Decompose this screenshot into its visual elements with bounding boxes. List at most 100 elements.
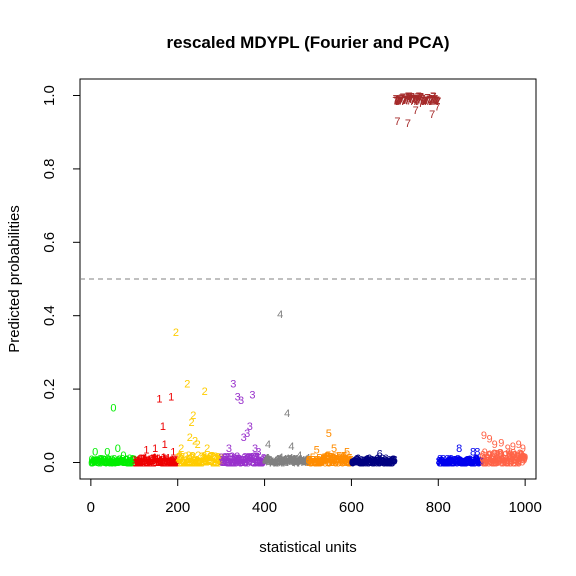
point-label: 3 [223, 454, 229, 466]
point-label: 6 [373, 456, 379, 468]
point-label: 9 [484, 452, 490, 464]
point-label: 2 [218, 452, 224, 464]
point-label: 5 [345, 457, 351, 469]
point-label: 1 [151, 453, 157, 465]
point-label: 6 [364, 455, 370, 467]
point-label: 6 [390, 454, 396, 466]
point-label: 9 [498, 449, 504, 461]
point-label: 8 [449, 457, 455, 469]
point-label: 2 [202, 455, 208, 467]
point-label: 7 [427, 94, 433, 106]
point-label: 8 [444, 453, 450, 465]
point-label: 0 [116, 457, 122, 469]
point-label: 6 [375, 456, 381, 468]
point-label: 5 [311, 456, 317, 468]
point-label: 6 [360, 457, 366, 469]
point-label: 2 [189, 453, 195, 465]
point-label: 9 [490, 453, 496, 465]
point-label: 5 [331, 454, 337, 466]
point-label: 4 [291, 455, 297, 467]
point-label: 1 [163, 457, 169, 469]
point-label: 9 [505, 457, 511, 469]
point-label: 5 [326, 457, 332, 469]
point-label: 6 [349, 457, 355, 469]
point-label: 4 [278, 455, 284, 467]
point-label: 1 [168, 391, 174, 403]
point-label: 6 [360, 457, 366, 469]
x-tick-label: 400 [252, 499, 277, 516]
point-label: 9 [502, 456, 508, 468]
point-label: 1 [148, 457, 154, 469]
point-label: 2 [181, 457, 187, 469]
point-label: 0 [118, 456, 124, 468]
point-label: 5 [316, 452, 322, 464]
point-label: 2 [184, 454, 190, 466]
point-label: 5 [313, 457, 319, 469]
point-label: 8 [437, 457, 443, 469]
point-label: 2 [215, 457, 221, 469]
point-label: 9 [513, 453, 519, 465]
point-label: 2 [196, 456, 202, 468]
point-label: 8 [440, 454, 446, 466]
point-label: 3 [251, 457, 257, 469]
point-label: 8 [455, 453, 461, 465]
point-label: 5 [332, 457, 338, 469]
point-label: 1 [153, 457, 159, 469]
point-label: 2 [175, 453, 181, 465]
point-label: 7 [423, 95, 429, 107]
point-label: 8 [460, 457, 466, 469]
point-label: 2 [192, 455, 198, 467]
point-label: 4 [275, 457, 281, 469]
point-label: 3 [224, 452, 230, 464]
point-label: 3 [259, 457, 265, 469]
point-label: 6 [383, 456, 389, 468]
point-label: 7 [394, 96, 400, 108]
point-label: 0 [106, 457, 112, 469]
point-label: 6 [351, 456, 357, 468]
point-label: 3 [261, 454, 267, 466]
point-label: 3 [245, 451, 251, 463]
point-label: 0 [101, 457, 107, 469]
point-label: 0 [103, 457, 109, 469]
point-label: 0 [115, 456, 121, 468]
point-label: 5 [340, 452, 346, 464]
point-label: 7 [409, 96, 415, 108]
point-label: 4 [296, 450, 302, 462]
point-label: 6 [388, 457, 394, 469]
point-label: 6 [356, 457, 362, 469]
point-label: 7 [406, 91, 412, 103]
point-label: 4 [285, 455, 291, 467]
point-label: 3 [256, 456, 262, 468]
point-label: 7 [431, 96, 437, 108]
point-label: 7 [431, 94, 437, 106]
point-label: 6 [369, 457, 375, 469]
point-label: 2 [195, 456, 201, 468]
point-label: 3 [258, 456, 264, 468]
point-label: 7 [400, 96, 406, 108]
point-label: 2 [188, 457, 194, 469]
point-label: 8 [438, 455, 444, 467]
point-label: 0 [97, 454, 103, 466]
point-label: 7 [393, 95, 399, 107]
point-label: 4 [300, 454, 306, 466]
point-label: 2 [212, 453, 218, 465]
point-label: 2 [198, 456, 204, 468]
point-label: 5 [315, 456, 321, 468]
point-label: 7 [418, 98, 424, 110]
point-label: 1 [152, 452, 158, 464]
point-label: 0 [121, 456, 127, 468]
point-label: 2 [183, 457, 189, 469]
point-label: 4 [286, 453, 292, 465]
point-label: 6 [375, 455, 381, 467]
point-label: 6 [352, 457, 358, 469]
point-label: 7 [407, 91, 413, 103]
point-label: 2 [184, 379, 190, 391]
point-label: 0 [89, 454, 95, 466]
point-label: 2 [179, 454, 185, 466]
point-label: 6 [361, 455, 367, 467]
point-label: 8 [444, 456, 450, 468]
point-label: 1 [169, 457, 175, 469]
point-label: 2 [208, 456, 214, 468]
point-label: 5 [348, 456, 354, 468]
point-label: 3 [241, 432, 247, 444]
